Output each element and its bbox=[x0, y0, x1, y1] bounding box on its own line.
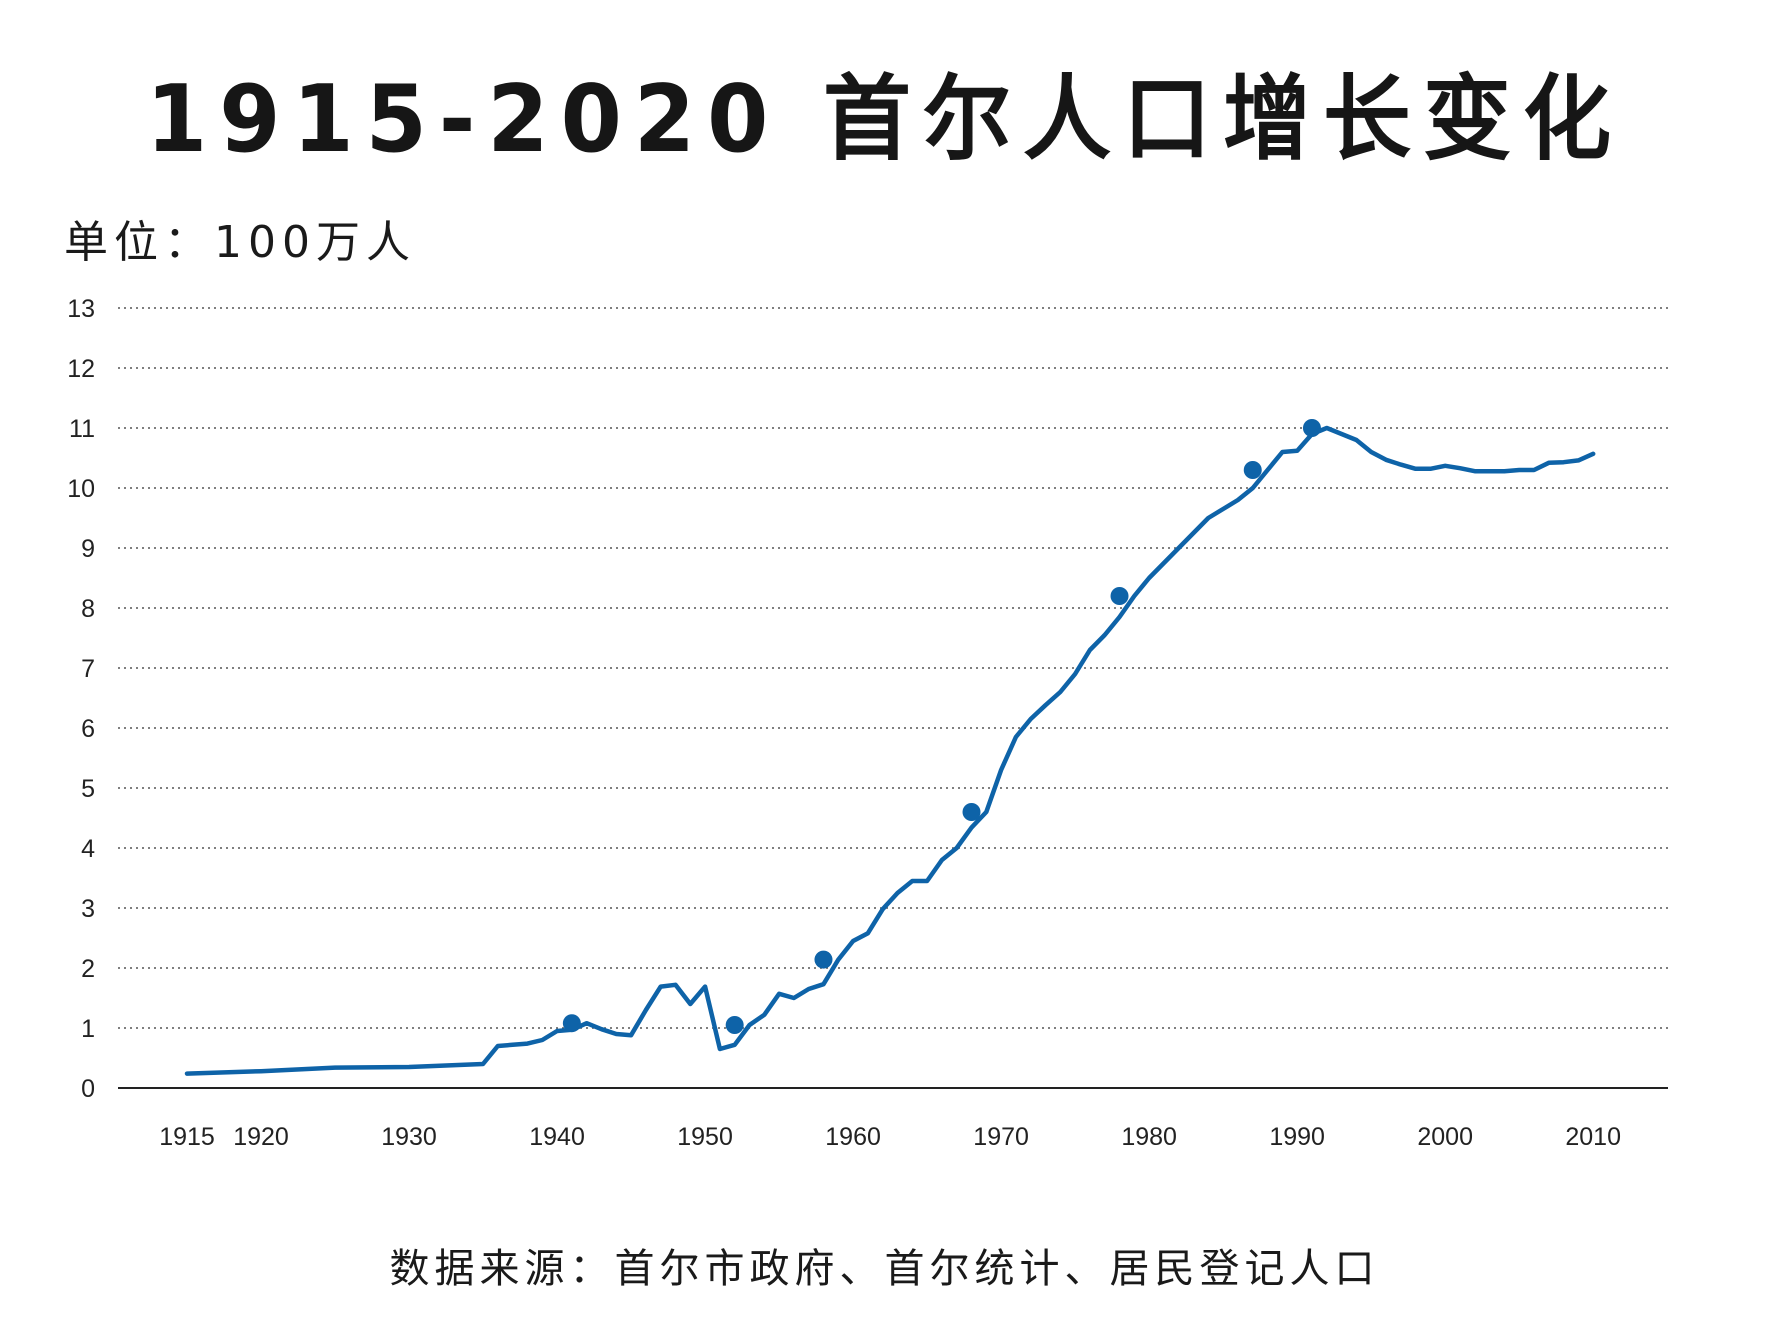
x-tick-label: 1940 bbox=[529, 1123, 585, 1151]
y-tick-label: 6 bbox=[81, 715, 95, 743]
series-line-0 bbox=[184, 425, 1596, 1076]
x-tick-label: 1980 bbox=[1121, 1123, 1177, 1151]
y-tick-label: 13 bbox=[67, 295, 95, 323]
y-tick-label: 8 bbox=[81, 595, 95, 623]
y-tick-label: 1 bbox=[81, 1015, 95, 1043]
x-tick-label: 1950 bbox=[677, 1123, 733, 1151]
x-tick-label: 1930 bbox=[381, 1123, 437, 1151]
data-point-1987 bbox=[1243, 461, 1262, 479]
data-point-1952 bbox=[725, 1016, 744, 1034]
x-tick-label: 1990 bbox=[1269, 1123, 1325, 1151]
y-tick-label: 9 bbox=[81, 535, 95, 563]
x-tick-label: 1920 bbox=[233, 1123, 289, 1151]
marker-layer bbox=[562, 419, 1321, 1034]
series-layer bbox=[184, 425, 1596, 1076]
data-point-1958 bbox=[814, 950, 833, 969]
unit-label: 单位：100万人 bbox=[64, 217, 416, 268]
grid-layer bbox=[118, 307, 1668, 1029]
x-tick-label: 2000 bbox=[1417, 1123, 1473, 1151]
y-tick-label: 10 bbox=[67, 475, 95, 503]
x-tick-label: 2010 bbox=[1565, 1123, 1621, 1151]
data-point-1941 bbox=[562, 1014, 581, 1033]
data-source-note: 数据来源：首尔市政府、首尔统计、居民登记人口 bbox=[389, 1246, 1380, 1292]
y-tick-label: 0 bbox=[81, 1075, 95, 1103]
y-tick-label: 4 bbox=[81, 835, 95, 863]
y-tick-label: 11 bbox=[69, 415, 95, 443]
data-point-1968 bbox=[962, 803, 981, 821]
y-tick-label: 5 bbox=[81, 775, 95, 803]
chart-title: 1915-2020 首尔人口增长变化 bbox=[145, 64, 1623, 173]
x-tick-label: 1970 bbox=[973, 1123, 1029, 1151]
x-axis-ticks: 1915 1920 1930 1940 1950 1960 1970 1980 1990 2000… bbox=[159, 1123, 1621, 1151]
y-tick-label: 3 bbox=[81, 895, 95, 923]
data-point-1991 bbox=[1302, 419, 1321, 437]
x-tick-label: 1915 bbox=[159, 1123, 215, 1151]
y-tick-label: 7 bbox=[81, 655, 95, 683]
y-tick-label: 12 bbox=[67, 355, 95, 383]
y-tick-label: 2 bbox=[81, 955, 95, 983]
data-point-1978 bbox=[1110, 587, 1129, 605]
x-tick-label: 1960 bbox=[825, 1123, 881, 1151]
